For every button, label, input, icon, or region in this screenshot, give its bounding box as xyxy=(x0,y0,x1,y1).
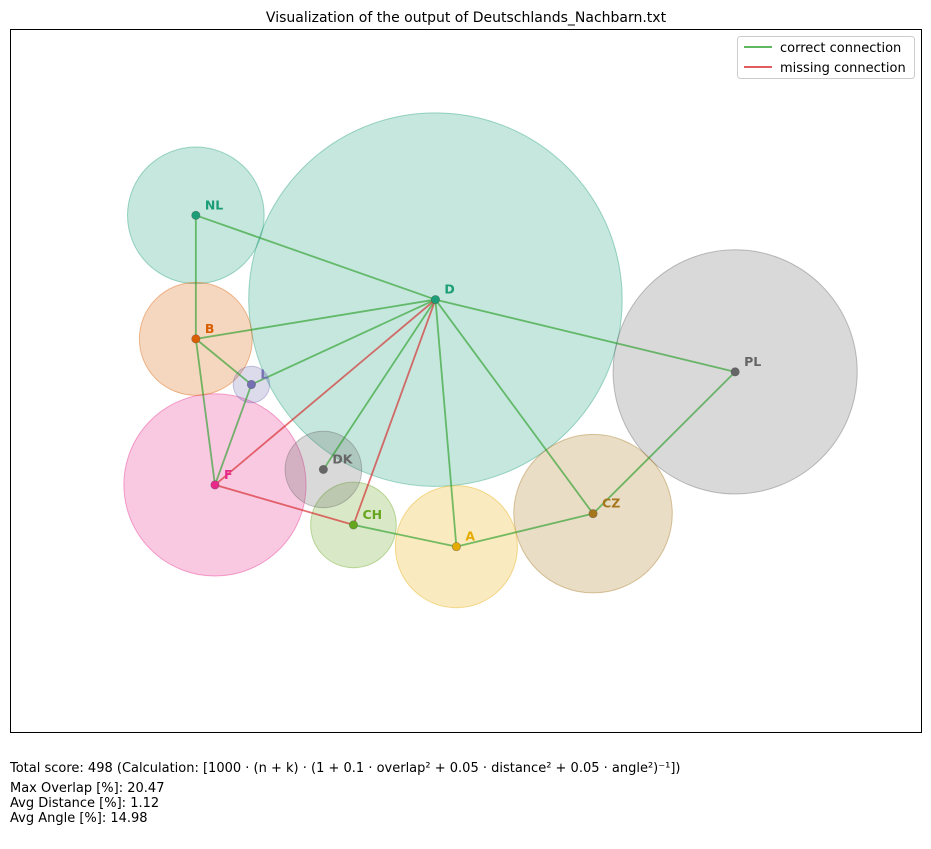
edge-missing-d-f xyxy=(214,298,437,486)
node-point-d xyxy=(430,295,440,305)
node-label-f: F xyxy=(224,467,233,482)
node-label-b: B xyxy=(205,321,215,336)
plot-frame xyxy=(10,29,922,733)
node-label-nl: NL xyxy=(205,197,223,212)
score-text: Total score: 498 (Calculation: [1000 · (… xyxy=(10,761,681,776)
chart-title: Visualization of the output of Deutschla… xyxy=(266,10,667,26)
avg-angle-line: Avg Angle [%]: 14.98 xyxy=(10,811,148,826)
node-point-pl xyxy=(730,367,740,377)
legend: correct connection missing connection xyxy=(737,36,915,79)
avg-distance-line: Avg Distance [%]: 1.12 xyxy=(10,796,159,811)
edge-correct-a-cz xyxy=(456,512,594,548)
edge-correct-d-cz xyxy=(434,299,594,515)
node-labels: NL D B L PL DK F CH A CZ xyxy=(205,197,761,543)
node-label-d: D xyxy=(444,282,454,297)
edge-correct-l-f xyxy=(214,384,253,486)
node-circles xyxy=(123,112,858,609)
avg-distance-text: Avg Distance [%]: 1.12 xyxy=(10,796,160,811)
node-point-a xyxy=(451,542,461,552)
node-label-pl: PL xyxy=(744,354,761,369)
node-point-cz xyxy=(588,509,598,519)
node-point-dk xyxy=(318,464,328,474)
edge-correct-d-b xyxy=(195,298,436,340)
legend-label-missing: missing connection xyxy=(780,61,906,76)
node-label-cz: CZ xyxy=(602,496,620,511)
edge-correct-ch-a xyxy=(353,524,457,548)
node-point-b xyxy=(191,334,201,344)
edge-correct-b-f xyxy=(194,338,216,486)
edge-correct-d-dk xyxy=(322,299,437,470)
edge-correct-d-pl xyxy=(435,298,736,373)
node-label-ch: CH xyxy=(362,507,382,522)
node-point-f xyxy=(210,480,220,490)
max-overlap-text: Max Overlap [%]: 20.47 xyxy=(10,781,165,796)
edge-missing-f-ch xyxy=(214,484,354,526)
node-label-l: L xyxy=(260,367,268,382)
score-line: Total score: 498 (Calculation: [1000 · (… xyxy=(10,761,680,776)
legend-box xyxy=(737,36,915,79)
edge-missing-d-ch xyxy=(352,299,437,526)
edge-correct-nl-d xyxy=(195,214,436,301)
edge-correct-b-l xyxy=(195,338,252,386)
edge-correct-pl-cz xyxy=(592,371,736,515)
network-chart: Visualization of the output of Deutschla… xyxy=(10,10,922,733)
edge-correct-d-l xyxy=(251,298,436,386)
node-point-nl xyxy=(191,210,201,220)
node-label-a: A xyxy=(465,529,475,544)
node-point-ch xyxy=(348,520,358,530)
legend-label-correct: correct connection xyxy=(780,41,901,56)
node-point-l xyxy=(246,380,256,390)
max-overlap-line: Max Overlap [%]: 20.47 xyxy=(10,781,164,796)
edges xyxy=(194,214,736,548)
edge-correct-d-a xyxy=(434,299,458,547)
node-label-dk: DK xyxy=(332,451,353,466)
node-points xyxy=(191,210,740,552)
avg-angle-text: Avg Angle [%]: 14.98 xyxy=(10,811,148,826)
